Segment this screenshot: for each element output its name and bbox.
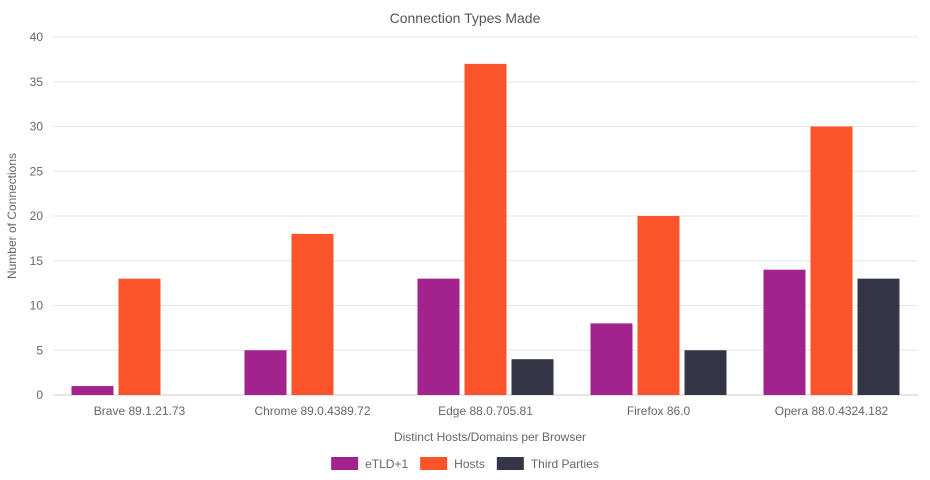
y-tick-label: 40 bbox=[30, 30, 44, 44]
legend: eTLD+1 Hosts Third Parties bbox=[331, 457, 599, 471]
legend-swatch bbox=[496, 457, 524, 470]
bar-etld-1-3 bbox=[590, 323, 633, 395]
y-axis-ticks: 0 5 10 15 20 25 30 35 40 bbox=[30, 30, 44, 402]
y-tick-label: 15 bbox=[30, 254, 44, 268]
bar-hosts-0 bbox=[118, 278, 161, 395]
x-axis-ticks: Brave 89.1.21.73 Chrome 89.0.4389.72 Edge … bbox=[94, 404, 889, 418]
chart-title: Connection Types Made bbox=[390, 10, 541, 26]
legend-swatch bbox=[331, 457, 359, 470]
x-tick-label: Edge 88.0.705.81 bbox=[438, 404, 533, 418]
legend-item-third-parties[interactable]: Third Parties bbox=[496, 457, 599, 471]
x-tick-label: Opera 88.0.4324.182 bbox=[775, 404, 889, 418]
y-tick-label: 30 bbox=[30, 120, 44, 134]
legend-label: Third Parties bbox=[531, 457, 599, 471]
legend-label: Hosts bbox=[454, 457, 485, 471]
bar-hosts-1 bbox=[291, 233, 334, 395]
x-tick-label: Firefox 86.0 bbox=[627, 404, 691, 418]
y-tick-label: 35 bbox=[30, 75, 44, 89]
bars bbox=[71, 63, 900, 395]
y-tick-label: 0 bbox=[36, 388, 43, 402]
legend-swatch bbox=[420, 457, 448, 470]
bar-hosts-4 bbox=[810, 126, 853, 395]
y-tick-label: 20 bbox=[30, 209, 44, 223]
bar-hosts-3 bbox=[637, 216, 680, 395]
y-tick-label: 10 bbox=[30, 299, 44, 313]
bar-hosts-2 bbox=[464, 63, 507, 395]
bar-third-parties-3 bbox=[684, 350, 727, 395]
legend-item-etld-1[interactable]: eTLD+1 bbox=[331, 457, 408, 471]
y-axis-label: Number of Connections bbox=[5, 153, 19, 279]
legend-label: eTLD+1 bbox=[365, 457, 408, 471]
x-axis-label: Distinct Hosts/Domains per Browser bbox=[394, 430, 586, 444]
y-tick-label: 25 bbox=[30, 164, 44, 178]
bar-etld-1-4 bbox=[763, 269, 806, 395]
bar-etld-1-1 bbox=[244, 350, 287, 395]
bar-etld-1-2 bbox=[417, 278, 460, 395]
x-tick-label: Chrome 89.0.4389.72 bbox=[254, 404, 370, 418]
bar-third-parties-2 bbox=[511, 359, 554, 395]
y-tick-label: 5 bbox=[36, 343, 43, 357]
bar-etld-1-0 bbox=[71, 386, 114, 395]
bar-third-parties-4 bbox=[857, 278, 900, 395]
x-tick-label: Brave 89.1.21.73 bbox=[94, 404, 186, 418]
legend-item-hosts[interactable]: Hosts bbox=[420, 457, 485, 471]
